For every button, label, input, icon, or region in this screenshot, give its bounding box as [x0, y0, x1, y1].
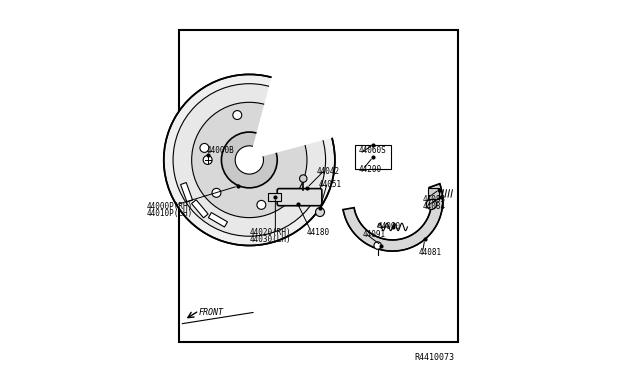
Bar [268, 193, 281, 201]
Circle shape [203, 155, 212, 164]
Text: 44000B: 44000B [207, 146, 234, 155]
Polygon shape [343, 184, 443, 251]
Circle shape [426, 199, 436, 209]
Text: FRONT: FRONT [199, 308, 224, 317]
Circle shape [191, 102, 307, 218]
Text: 44091: 44091 [363, 230, 386, 239]
Circle shape [316, 208, 324, 217]
Circle shape [212, 188, 221, 197]
Circle shape [164, 74, 335, 246]
Text: 44081: 44081 [419, 248, 442, 257]
Text: 44051: 44051 [318, 180, 341, 189]
Circle shape [278, 123, 287, 132]
Text: 44083: 44083 [422, 195, 445, 203]
Bar [180, 183, 193, 202]
Text: 44090: 44090 [378, 222, 401, 231]
Text: 44042: 44042 [316, 167, 339, 176]
Circle shape [235, 146, 264, 174]
Bar [191, 200, 208, 218]
Text: 44084: 44084 [422, 202, 445, 211]
Circle shape [374, 242, 381, 249]
Wedge shape [250, 74, 335, 160]
Bar [428, 188, 439, 199]
Circle shape [233, 110, 242, 119]
Text: R4410073: R4410073 [414, 353, 454, 362]
Circle shape [257, 201, 266, 209]
FancyBboxPatch shape [277, 189, 322, 206]
Circle shape [200, 144, 209, 153]
Text: 44200: 44200 [359, 165, 382, 174]
Circle shape [221, 132, 277, 188]
Text: 44000P(RH): 44000P(RH) [147, 202, 193, 211]
Text: 44060S: 44060S [359, 146, 387, 155]
Bar [355, 145, 390, 169]
Bar [209, 212, 227, 227]
Text: 44020(RH): 44020(RH) [250, 228, 291, 237]
Text: 44180: 44180 [307, 228, 330, 237]
Text: 44030(LH): 44030(LH) [250, 235, 291, 244]
Circle shape [300, 175, 307, 182]
Text: 44010P(LH): 44010P(LH) [147, 209, 193, 218]
Bar [179, 30, 458, 342]
Circle shape [173, 84, 326, 236]
